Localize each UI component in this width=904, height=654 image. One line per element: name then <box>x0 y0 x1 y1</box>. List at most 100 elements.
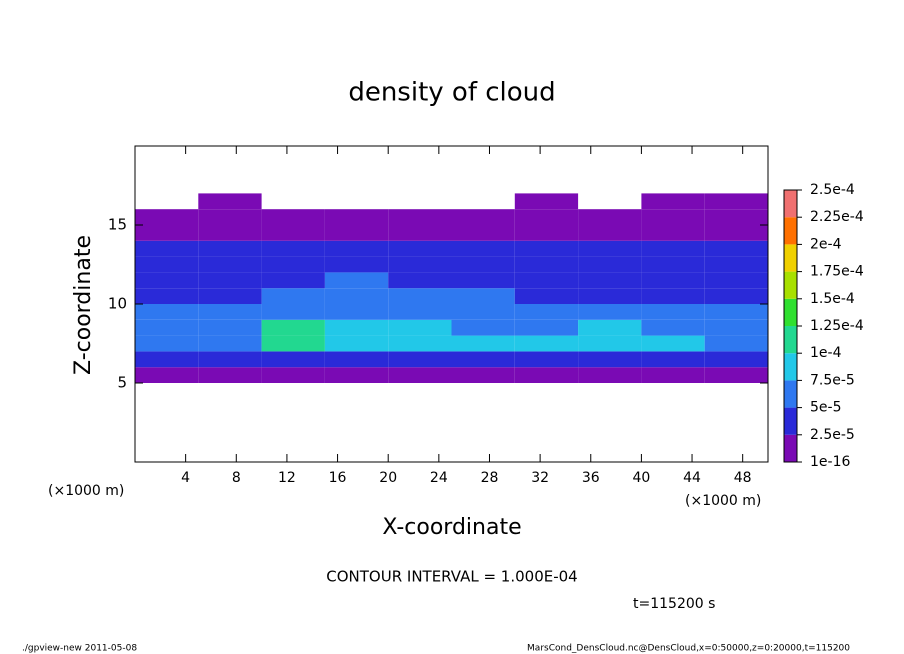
field-cell <box>135 256 199 273</box>
chart-title: density of cloud <box>348 78 555 108</box>
x-axis-label: X-coordinate <box>382 515 521 540</box>
colorbar-swatch <box>784 326 797 354</box>
field-cell <box>578 288 642 304</box>
field-cell <box>388 256 452 273</box>
field-cell <box>641 351 705 368</box>
field-cell <box>388 209 452 225</box>
field-cell <box>198 335 262 352</box>
field-cell <box>261 256 325 273</box>
field-cell <box>388 288 452 304</box>
field-cell <box>704 288 768 304</box>
x-tick-label: 48 <box>734 470 752 486</box>
field-cell <box>514 351 579 368</box>
y-axis-label: Z-coordinate <box>71 235 96 375</box>
field-cell <box>704 256 768 273</box>
field-cell <box>198 319 262 336</box>
field-cell <box>135 367 199 383</box>
y-tick-label: 5 <box>117 374 127 392</box>
field-cell <box>704 304 768 320</box>
y-tick-label: 15 <box>108 216 127 234</box>
colorbar-label: 1e-4 <box>810 345 842 361</box>
field-cell <box>578 240 642 257</box>
field-cell <box>514 209 579 225</box>
field-cell <box>388 367 452 383</box>
colorbar-swatch <box>784 434 797 462</box>
colorbar-swatch <box>784 353 797 381</box>
field-cell <box>641 335 705 352</box>
field-cell <box>578 304 642 320</box>
field-cell <box>451 225 515 241</box>
field-cell <box>324 367 389 383</box>
field-cell <box>135 304 199 320</box>
field-cell <box>388 304 452 320</box>
field-cell <box>514 367 579 383</box>
x-tick-label: 24 <box>430 470 448 486</box>
field-cell <box>451 240 515 257</box>
contour-note: CONTOUR INTERVAL = 1.000E-04 <box>326 568 577 586</box>
x-tick-label: 36 <box>582 470 600 486</box>
field-cell <box>451 288 515 304</box>
colorbar-swatch <box>784 380 797 408</box>
field-cell <box>198 288 262 304</box>
field-cell <box>641 209 705 225</box>
x-tick-label: 32 <box>531 470 549 486</box>
field-cell <box>451 367 515 383</box>
field-cell <box>198 351 262 368</box>
field-cell <box>514 288 579 304</box>
field-cell <box>388 319 452 336</box>
field-cell <box>451 319 515 336</box>
field-cell <box>641 367 705 383</box>
field-cell <box>261 304 325 320</box>
field-cell <box>704 240 768 257</box>
field-cell <box>641 272 705 289</box>
colorbar-label: 5e-5 <box>810 400 841 416</box>
x-unit: (×1000 m) <box>685 493 761 509</box>
colorbar-label: 2.5e-5 <box>810 427 855 443</box>
field-cell <box>578 225 642 241</box>
field-cell <box>198 225 262 241</box>
field-cell <box>641 256 705 273</box>
field-cell <box>324 304 389 320</box>
field-cell <box>198 240 262 257</box>
field-cell <box>451 304 515 320</box>
colorbar-swatch <box>784 244 797 272</box>
y-tick-label: 10 <box>108 295 127 313</box>
x-tick-label: 20 <box>379 470 397 486</box>
field-cell <box>261 272 325 289</box>
colorbar-label: 1.25e-4 <box>810 318 864 334</box>
colorbar-swatch <box>784 190 797 218</box>
field-cell <box>641 304 705 320</box>
field-cell <box>388 351 452 368</box>
field-cell <box>261 335 325 352</box>
field-cell <box>324 256 389 273</box>
x-tick-label: 40 <box>632 470 650 486</box>
field-cell <box>135 319 199 336</box>
field-cell <box>135 272 199 289</box>
x-tick-label: 12 <box>278 470 296 486</box>
field-cell <box>324 288 389 304</box>
field-cell <box>578 272 642 289</box>
field-cell <box>451 351 515 368</box>
field-cell <box>704 225 768 241</box>
field-cell <box>514 240 579 257</box>
field-cell <box>704 272 768 289</box>
colorbar-label: 1e-16 <box>810 454 850 470</box>
field-cell <box>578 367 642 383</box>
field-cell <box>135 351 199 368</box>
field-cell <box>451 256 515 273</box>
field-cell <box>198 256 262 273</box>
field-cell <box>198 367 262 383</box>
field-cell <box>135 335 199 352</box>
field-cell <box>261 240 325 257</box>
field-cell <box>514 335 579 352</box>
field-cell <box>198 304 262 320</box>
field-cell <box>704 193 768 210</box>
field-cell <box>514 304 579 320</box>
field-cell <box>198 209 262 225</box>
colorbar-label: 2.25e-4 <box>810 209 864 225</box>
field-cell <box>261 367 325 383</box>
field-cell <box>641 288 705 304</box>
field-cell <box>135 225 199 241</box>
field-cell <box>578 256 642 273</box>
